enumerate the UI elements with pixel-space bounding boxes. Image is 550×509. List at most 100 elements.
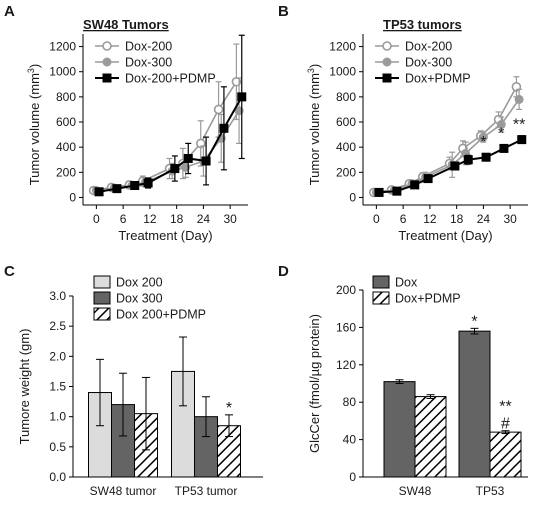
panel-d-category-label: SW48 xyxy=(399,484,432,498)
panel-d-y-tick-label: 200 xyxy=(336,283,356,297)
panel-b-x-tick-label: 6 xyxy=(400,212,407,226)
panel-a-data-point xyxy=(130,181,140,191)
panel-c-y-tick-label: 0.0 xyxy=(49,470,66,484)
panel-d-y-tick-label: 160 xyxy=(336,320,356,334)
panel-letter-b: B xyxy=(278,3,289,20)
panel-d-bar xyxy=(458,330,491,478)
panel-d-legend-swatch xyxy=(372,275,390,289)
panel-a-title: SW48 Tumors xyxy=(83,17,169,32)
panel-d-legend-label: Dox xyxy=(395,276,418,290)
panel-c-y-tick-label: 3.0 xyxy=(49,289,66,303)
panel-letter-a: A xyxy=(4,3,15,20)
panel-b-x-tick-label: 30 xyxy=(503,212,517,226)
panel-b-data-point xyxy=(496,120,506,130)
panel-d-y-tick-label: 120 xyxy=(336,358,356,372)
panel-a-x-tick-label: 12 xyxy=(143,212,157,226)
panel-b-data-point xyxy=(410,180,420,190)
panel-b-legend-marker xyxy=(382,73,392,83)
panel-d-bar xyxy=(383,381,416,478)
panel-b-x-tick-label: 24 xyxy=(477,212,491,226)
panel-c-y-tick-label: 1.0 xyxy=(49,410,66,424)
panel-c-significance-mark: * xyxy=(226,400,232,417)
panel-a-data-point xyxy=(213,104,224,115)
panel-b-y-tick-label: 600 xyxy=(336,115,356,129)
panel-letter-c: C xyxy=(4,263,15,280)
panel-b-title: TP53 tumors xyxy=(383,17,462,32)
panel-b-y-axis-label: Tumor volume (mm3) xyxy=(306,64,322,186)
panel-a-x-tick-label: 6 xyxy=(120,212,127,226)
panel-a-data-point xyxy=(112,184,122,194)
panel-b-data-point xyxy=(423,174,433,184)
panel-d-significance-mark: # xyxy=(501,416,510,433)
panel-b-data-point xyxy=(478,132,488,142)
panel-a-data-point xyxy=(237,92,247,102)
panel-a-legend-label: Dox-300 xyxy=(125,56,172,70)
panel-a-data-point xyxy=(201,156,211,166)
panel-b-data-point xyxy=(481,152,491,162)
panel-a-x-tick-label: 0 xyxy=(93,212,100,226)
panel-c-y-tick-label: 2.5 xyxy=(49,319,66,333)
panel-b-series-line xyxy=(373,86,518,194)
panel-b-y-tick-label: 1000 xyxy=(329,65,356,79)
panel-a-y-tick-label: 200 xyxy=(56,165,76,179)
panel-a-y-tick-label: 1200 xyxy=(49,40,76,54)
panel-a-data-point xyxy=(94,187,104,197)
panel-c-legend-swatch xyxy=(93,307,111,321)
panel-c-category-label: SW48 tumor xyxy=(90,484,157,498)
panel-a-x-tick-label: 30 xyxy=(223,212,237,226)
panel-d-y-tick-label: 40 xyxy=(343,433,357,447)
panel-b-data-point xyxy=(514,94,524,104)
panel-a-data-point xyxy=(183,153,193,163)
panel-c-legend-swatch xyxy=(93,291,111,305)
panel-a-data-point xyxy=(219,123,229,133)
panel-a-y-tick-label: 1000 xyxy=(49,65,76,79)
panel-a-y-tick-label: 400 xyxy=(56,140,76,154)
panel-c-legend-label: Dox 200 xyxy=(116,276,163,290)
panel-c-y-tick-label: 1.5 xyxy=(49,380,66,394)
panel-b-y-tick-label: 0 xyxy=(349,190,356,204)
panel-b-y-tick-label: 400 xyxy=(336,140,356,154)
panel-c-y-tick-label: 0.5 xyxy=(49,440,66,454)
panel-b-data-point xyxy=(517,135,527,145)
panel-b-data-point xyxy=(374,187,384,197)
panel-a-y-tick-label: 800 xyxy=(56,90,76,104)
panel-b-y-tick-label: 200 xyxy=(336,165,356,179)
panel-b-series-line xyxy=(376,98,520,194)
panel-b-legend-marker xyxy=(382,57,392,67)
panel-d-y-tick-label: 0 xyxy=(349,470,356,484)
panel-b-x-tick-label: 12 xyxy=(423,212,437,226)
panel-b-data-point xyxy=(450,161,460,171)
panel-c-y-axis-label: Tumore weight (gm) xyxy=(17,329,32,445)
panel-b-data-point xyxy=(392,186,402,196)
panel-b-significance-mark: * xyxy=(480,134,486,151)
panel-a-legend-label: Dox-200 xyxy=(125,40,172,54)
panel-d-legend-swatch xyxy=(372,291,390,305)
panel-d-bar xyxy=(414,396,447,478)
panel-d-significance-mark: ** xyxy=(499,399,511,416)
panel-b-significance-mark: * xyxy=(498,125,504,142)
panel-c-legend-label: Dox 200+PDMP xyxy=(116,308,206,322)
panel-a-y-tick-label: 0 xyxy=(69,190,76,204)
panel-a-data-point xyxy=(143,178,153,188)
panel-b-legend-label: Dox-200 xyxy=(405,40,452,54)
panel-d-significance-mark: * xyxy=(471,313,477,330)
panel-a-legend-label: Dox-200+PDMP xyxy=(125,72,216,86)
panel-d-bar xyxy=(489,431,522,478)
panel-c-category-label: TP53 tumor xyxy=(175,484,238,498)
panel-b-y-tick-label: 800 xyxy=(336,90,356,104)
panel-a-y-axis-label: Tumor volume (mm3) xyxy=(26,64,42,186)
panel-b-data-point xyxy=(463,155,473,165)
panel-d-category-label: TP53 xyxy=(476,484,505,498)
panel-b-significance-mark: ** xyxy=(513,117,525,134)
panel-b-legend-label: Dox+PDMP xyxy=(405,72,471,86)
panel-c-legend-label: Dox 300 xyxy=(116,292,163,306)
panel-b-x-tick-label: 0 xyxy=(373,212,380,226)
panel-b-x-tick-label: 18 xyxy=(450,212,464,226)
panel-c-y-tick-label: 2.0 xyxy=(49,349,66,363)
panel-a-x-tick-label: 18 xyxy=(170,212,184,226)
panel-a-legend-marker xyxy=(102,57,112,67)
panel-c-legend-swatch xyxy=(93,275,111,289)
panel-d-legend-label: Dox+PDMP xyxy=(395,292,461,306)
